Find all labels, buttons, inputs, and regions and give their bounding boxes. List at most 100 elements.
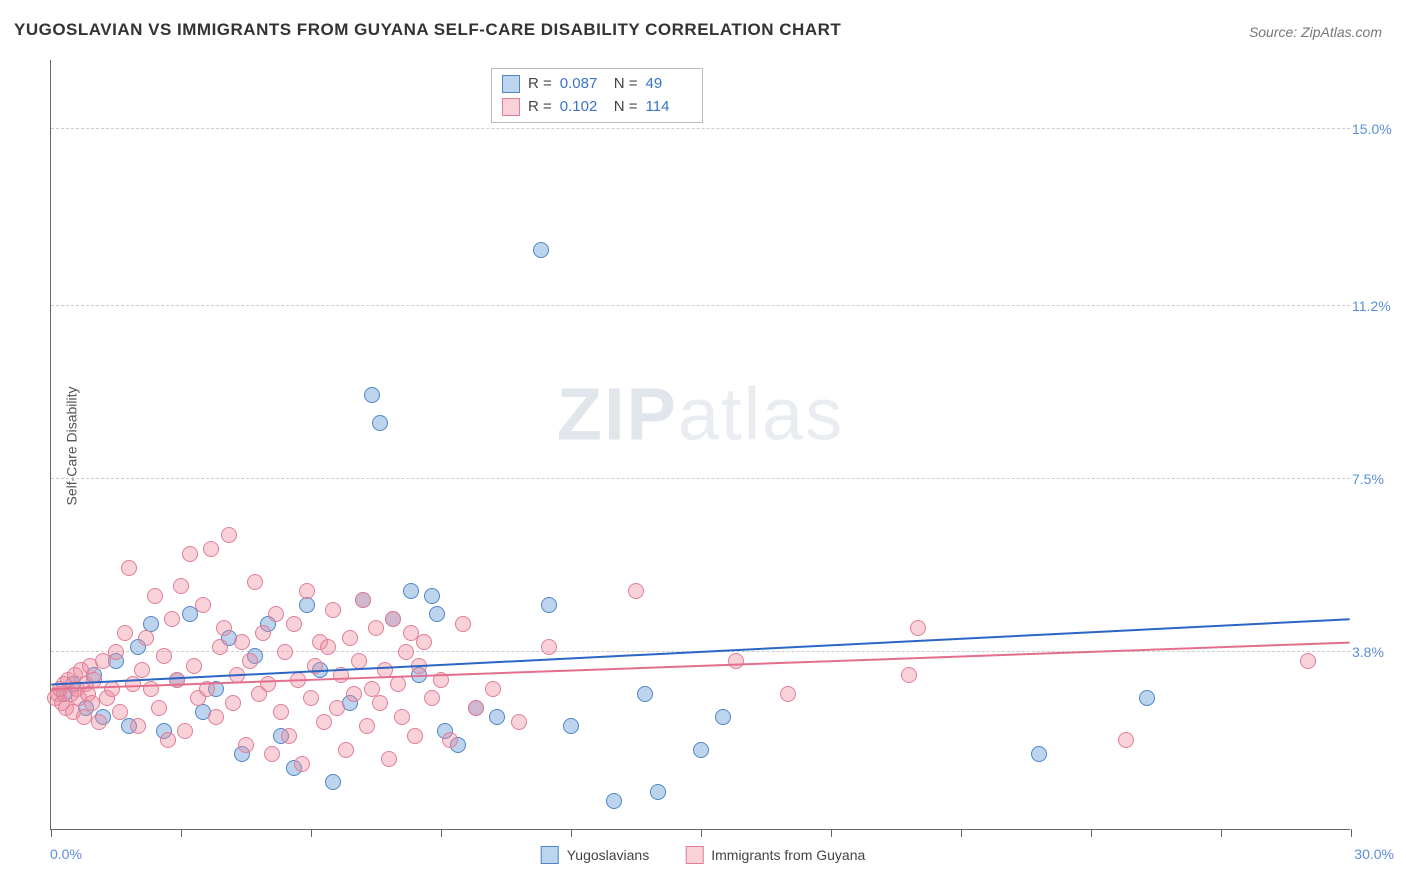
data-point-guyana: [234, 634, 250, 650]
data-point-guyana: [268, 606, 284, 622]
data-point-guyana: [333, 667, 349, 683]
data-point-guyana: [255, 625, 271, 641]
correlation-legend: R = 0.087 N = 49 R = 0.102 N = 114: [491, 68, 703, 123]
x-tick: [571, 829, 572, 837]
data-point-guyana: [398, 644, 414, 660]
data-point-guyana: [628, 583, 644, 599]
legend-row-series-0: R = 0.087 N = 49: [502, 73, 692, 96]
data-point-guyana: [910, 620, 926, 636]
data-point-yugoslavians: [403, 583, 419, 599]
data-point-guyana: [381, 751, 397, 767]
data-point-guyana: [277, 644, 293, 660]
data-point-guyana: [329, 700, 345, 716]
data-point-guyana: [728, 653, 744, 669]
y-tick-label: 15.0%: [1352, 121, 1400, 137]
data-point-guyana: [147, 588, 163, 604]
data-point-yugoslavians: [715, 709, 731, 725]
data-point-guyana: [303, 690, 319, 706]
source-attribution: Source: ZipAtlas.com: [1249, 24, 1382, 40]
data-point-guyana: [377, 662, 393, 678]
data-point-guyana: [112, 704, 128, 720]
data-point-guyana: [212, 639, 228, 655]
data-point-guyana: [511, 714, 527, 730]
legend-swatch-1: [502, 98, 520, 116]
data-point-guyana: [169, 672, 185, 688]
data-point-guyana: [281, 728, 297, 744]
data-point-guyana: [394, 709, 410, 725]
data-point-guyana: [355, 592, 371, 608]
data-point-yugoslavians: [650, 784, 666, 800]
data-point-guyana: [307, 658, 323, 674]
legend-swatch-bottom-0: [541, 846, 559, 864]
data-point-guyana: [901, 667, 917, 683]
data-point-guyana: [385, 611, 401, 627]
data-point-yugoslavians: [489, 709, 505, 725]
data-point-yugoslavians: [637, 686, 653, 702]
data-point-guyana: [182, 546, 198, 562]
data-point-guyana: [338, 742, 354, 758]
data-point-guyana: [299, 583, 315, 599]
data-point-guyana: [177, 723, 193, 739]
legend-swatch-bottom-1: [685, 846, 703, 864]
data-point-guyana: [780, 686, 796, 702]
r-value-0: 0.087: [560, 73, 606, 96]
x-tick: [441, 829, 442, 837]
gridline: [51, 128, 1350, 129]
r-value-1: 0.102: [560, 96, 606, 119]
x-tick: [961, 829, 962, 837]
data-point-guyana: [290, 672, 306, 688]
data-point-guyana: [203, 541, 219, 557]
data-point-guyana: [130, 718, 146, 734]
data-point-guyana: [186, 658, 202, 674]
data-point-guyana: [325, 602, 341, 618]
x-tick: [51, 829, 52, 837]
y-tick-label: 7.5%: [1352, 471, 1400, 487]
legend-swatch-0: [502, 75, 520, 93]
data-point-guyana: [199, 681, 215, 697]
data-point-guyana: [195, 597, 211, 613]
n-value-0: 49: [646, 73, 692, 96]
legend-row-series-1: R = 0.102 N = 114: [502, 96, 692, 119]
data-point-guyana: [433, 672, 449, 688]
data-point-guyana: [225, 695, 241, 711]
data-point-guyana: [273, 704, 289, 720]
data-point-guyana: [294, 756, 310, 772]
data-point-guyana: [359, 718, 375, 734]
data-point-guyana: [117, 625, 133, 641]
data-point-guyana: [320, 639, 336, 655]
data-point-guyana: [316, 714, 332, 730]
data-point-guyana: [407, 728, 423, 744]
data-point-guyana: [134, 662, 150, 678]
data-point-guyana: [108, 644, 124, 660]
data-point-guyana: [76, 709, 92, 725]
data-point-guyana: [125, 676, 141, 692]
data-point-yugoslavians: [693, 742, 709, 758]
data-point-guyana: [221, 527, 237, 543]
data-point-guyana: [156, 648, 172, 664]
data-point-guyana: [238, 737, 254, 753]
n-value-1: 114: [646, 96, 692, 119]
data-point-yugoslavians: [606, 793, 622, 809]
data-point-yugoslavians: [424, 588, 440, 604]
x-tick: [181, 829, 182, 837]
data-point-guyana: [346, 686, 362, 702]
data-point-guyana: [216, 620, 232, 636]
n-label: N =: [614, 73, 638, 96]
r-label: R =: [528, 96, 552, 119]
data-point-guyana: [160, 732, 176, 748]
x-tick: [701, 829, 702, 837]
x-tick: [831, 829, 832, 837]
data-point-guyana: [173, 578, 189, 594]
chart-container: YUGOSLAVIAN VS IMMIGRANTS FROM GUYANA SE…: [0, 0, 1406, 892]
legend-item-0: Yugoslavians: [541, 846, 650, 864]
data-point-guyana: [390, 676, 406, 692]
data-point-guyana: [455, 616, 471, 632]
plot-inner: 3.8%7.5%11.2%15.0%: [51, 60, 1350, 829]
legend-item-1: Immigrants from Guyana: [685, 846, 865, 864]
data-point-yugoslavians: [533, 242, 549, 258]
data-point-guyana: [208, 709, 224, 725]
data-point-yugoslavians: [1031, 746, 1047, 762]
data-point-guyana: [229, 667, 245, 683]
data-point-yugoslavians: [299, 597, 315, 613]
r-label: R =: [528, 73, 552, 96]
